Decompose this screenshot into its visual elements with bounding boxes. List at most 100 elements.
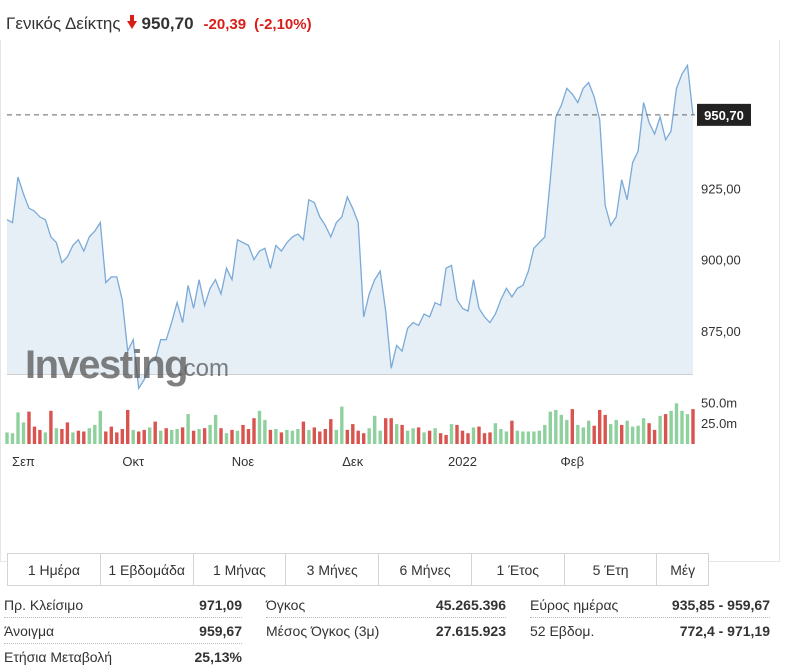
volume-bar (186, 414, 190, 444)
volume-bar (268, 429, 273, 444)
volume-bar (433, 428, 437, 444)
watermark-suffix: .com (177, 355, 229, 382)
tab-timeframe[interactable]: 3 Μήνες (286, 554, 380, 585)
volume-bar (345, 429, 349, 444)
tab-timeframe[interactable]: Μέγ (670, 561, 696, 578)
stats-column-1: Πρ. Κλείσιμο 971,09 Άνοιγμα 959,67 Ετήσια Με… (4, 592, 242, 669)
volume-bar (652, 429, 657, 444)
volume-bar (603, 414, 607, 444)
volume-bar (641, 418, 646, 444)
volume-bar (32, 426, 37, 444)
price-line (6, 63, 694, 391)
volume-bar (570, 409, 574, 444)
x-tick-label: Σεπ (12, 454, 35, 469)
stat-value: 935,85 - 959,67 (671, 596, 770, 613)
volume-bar (153, 421, 157, 444)
volume-bar (351, 424, 355, 444)
volume-bar (384, 418, 388, 444)
volume-bar (422, 432, 426, 444)
stat-row: Εύρος ημέρας 935,85 - 959,67 (530, 592, 770, 618)
volume-bar (460, 430, 465, 444)
volume-bar (367, 428, 371, 444)
volume-bar (38, 429, 42, 444)
x-tick-label: 2022 (448, 454, 477, 469)
volume-bar (323, 429, 327, 444)
volume-bar (318, 431, 322, 444)
volume-bar (680, 410, 684, 444)
volume-bar (235, 430, 240, 444)
tab-timeframe[interactable]: 1 Μήνας (194, 554, 287, 585)
volume-bar (307, 429, 311, 444)
volume-bar (197, 429, 201, 444)
volume-bar (609, 424, 613, 444)
volume-bar (49, 410, 53, 444)
stat-value: 25,13% (194, 648, 242, 665)
volume-bar (685, 414, 690, 444)
stat-value: 772,4 - 971,19 (679, 622, 770, 639)
volume-bar (16, 412, 20, 444)
volume-bar (219, 428, 223, 444)
volume-bar (493, 423, 498, 444)
volume-bar (389, 418, 393, 444)
volume-bar (27, 411, 31, 444)
price-chart[interactable]: 925,00 900,00 875,00 950,70 Investing.com 50.… (1, 40, 779, 510)
volume-bar (274, 429, 278, 444)
volume-bar (109, 426, 113, 444)
volume-bar (202, 428, 207, 444)
tab-timeframe[interactable]: 1 Έτος (472, 554, 565, 585)
volume-bar (543, 424, 547, 444)
volume-bar (466, 433, 470, 444)
stat-value: 959,67 (199, 622, 242, 639)
index-name: Γενικός Δείκτης (6, 14, 121, 33)
volume-bar (340, 406, 344, 444)
volume-bar (565, 419, 569, 444)
volume-bar (98, 410, 102, 444)
volume-bar (521, 431, 525, 444)
volume-bar (180, 427, 185, 444)
volume-bar (455, 424, 459, 444)
volume-bar (208, 424, 212, 444)
y-tick-label: 900,00 (701, 253, 741, 268)
volume-bar (587, 420, 591, 444)
volume-bar (93, 424, 97, 444)
x-tick-label: Νοε (232, 454, 255, 469)
volume-bar (669, 410, 673, 444)
last-value-label: 950,70 (704, 108, 744, 123)
volume-bar (477, 426, 481, 444)
stat-label: 52 Εβδομ. (530, 622, 595, 639)
volume-bar (54, 428, 59, 444)
volume-bar (263, 419, 267, 444)
stat-label: Μέσος Όγκος (3μ) (266, 622, 380, 639)
volume-bar (301, 421, 306, 444)
tab-timeframe[interactable]: 1 Ημέρα (8, 554, 101, 585)
down-arrow-icon (126, 15, 137, 29)
volume-bar (285, 429, 289, 444)
stat-row: Άνοιγμα 959,67 (4, 618, 242, 644)
volume-bar (548, 411, 552, 444)
chart-container: 925,00 900,00 875,00 950,70 Investing .com 50.… (0, 40, 780, 586)
volume-bar (373, 415, 377, 444)
volume-bar (532, 431, 536, 444)
volume-bar (449, 424, 454, 444)
tab-timeframe[interactable]: 6 Μήνες (379, 554, 472, 585)
volume-bar (164, 428, 168, 444)
volume-bar (691, 409, 695, 444)
volume-bar (400, 424, 404, 444)
volume-bar (296, 429, 300, 444)
volume-bar (312, 427, 316, 444)
volume-bar (620, 424, 624, 444)
stat-row: 52 Εβδομ. 772,4 - 971,19 (530, 618, 770, 643)
volume-bar (131, 429, 135, 444)
price-change-percent: (-2,10%) (254, 15, 312, 33)
stat-value: 971,09 (199, 596, 242, 613)
stat-row: Ετήσια Μεταβολή 25,13% (4, 644, 242, 669)
tab-timeframe[interactable]: 1 Εβδομάδα (101, 554, 194, 585)
tab-timeframe[interactable]: 5 Έτη (565, 554, 658, 585)
volume-bar (630, 426, 635, 444)
volume-bar (76, 430, 81, 444)
volume-bar (405, 430, 410, 444)
stat-label: Πρ. Κλείσιμο (4, 596, 84, 613)
x-tick-label: Φεβ (560, 454, 584, 469)
volume-bar (257, 410, 262, 444)
volume-bar (71, 432, 75, 444)
